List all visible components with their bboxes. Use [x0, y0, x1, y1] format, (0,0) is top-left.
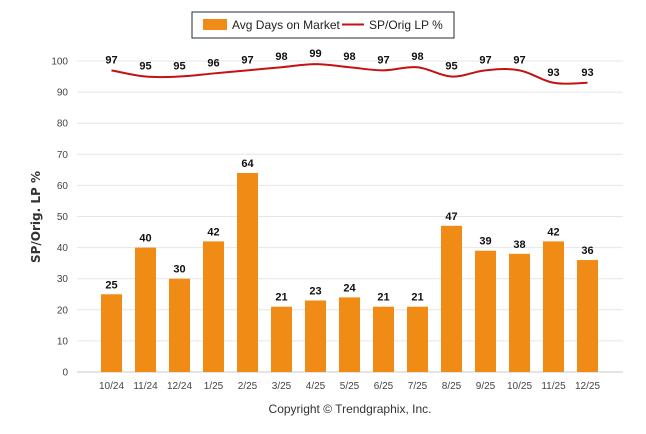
line-value-label: 96 [207, 57, 219, 69]
y-tick-label: 40 [57, 243, 69, 254]
bar [475, 250, 496, 372]
line-value-label: 97 [241, 54, 253, 66]
bar [407, 306, 428, 372]
bar [203, 241, 224, 372]
bar-value-label: 42 [207, 226, 219, 238]
x-tick-label: 7/25 [408, 381, 428, 392]
bar [441, 225, 462, 372]
bar [305, 300, 326, 372]
bar-value-label: 39 [479, 236, 491, 248]
line-value-label: 98 [343, 51, 355, 63]
legend: Avg Days on Market SP/Orig LP % [191, 11, 455, 39]
y-axis-label: SP/Orig. LP % [29, 171, 43, 263]
bar [169, 278, 190, 372]
x-tick-label: 9/25 [476, 381, 496, 392]
bar-value-label: 25 [105, 279, 117, 291]
bar [509, 253, 530, 372]
bar-value-label: 21 [411, 292, 423, 304]
x-tick-label: 12/25 [575, 381, 600, 392]
bar-value-label: 47 [445, 211, 457, 223]
bar [577, 260, 598, 372]
line-value-label: 93 [547, 67, 559, 79]
x-tick-label: 8/25 [442, 381, 462, 392]
bar [543, 241, 564, 372]
line-value-label: 95 [139, 61, 151, 73]
bar-value-label: 21 [377, 292, 389, 304]
bar [237, 172, 258, 372]
line-layer [111, 63, 588, 85]
line-value-label: 95 [445, 61, 457, 73]
bar [271, 306, 292, 372]
legend-bar-label: Avg Days on Market [232, 18, 340, 32]
y-tick-label: 100 [51, 57, 68, 68]
y-tick-label: 70 [57, 150, 69, 161]
line-value-label: 99 [309, 48, 321, 60]
bar-value-label: 24 [343, 282, 356, 294]
bar-value-label: 40 [139, 233, 151, 245]
line-value-label: 95 [173, 61, 185, 73]
x-tick-label: 3/25 [272, 381, 292, 392]
x-tick-label: 4/25 [306, 381, 326, 392]
x-tick-label: 11/24 [133, 381, 158, 392]
bar-value-label: 30 [173, 264, 185, 276]
bar [101, 294, 122, 372]
line-value-label: 97 [513, 54, 525, 66]
bar-value-label: 38 [513, 239, 525, 251]
x-tick-label: 12/24 [167, 381, 192, 392]
bar [373, 306, 394, 372]
line-value-label: 93 [581, 67, 593, 79]
y-tick-label: 50 [57, 212, 69, 223]
bar-value-label: 64 [241, 158, 254, 170]
y-tick-label: 80 [57, 119, 69, 130]
legend-line-label: SP/Orig LP % [369, 18, 443, 32]
bar-value-label: 21 [275, 292, 287, 304]
y-tick-label: 60 [57, 181, 69, 192]
line-value-label: 97 [105, 54, 117, 66]
line-value-label: 97 [377, 54, 389, 66]
y-tick-label: 10 [57, 336, 69, 347]
x-tick-label: 1/25 [204, 381, 224, 392]
legend-box [191, 11, 455, 39]
line-value-label: 98 [411, 51, 423, 63]
x-tick-label: 5/25 [340, 381, 360, 392]
y-tick-label: 90 [57, 88, 69, 99]
bar-value-label: 36 [581, 245, 593, 257]
y-tick-label: 0 [62, 368, 68, 379]
x-tick-label: 10/24 [99, 381, 124, 392]
bar-value-label: 42 [547, 226, 559, 238]
x-tick-label: 6/25 [374, 381, 394, 392]
copyright-text: Copyright © Trendgraphix, Inc. [269, 402, 432, 416]
y-tick-label: 30 [57, 274, 69, 285]
x-tick-label: 11/25 [541, 381, 566, 392]
x-tick-label: 2/25 [238, 381, 258, 392]
line-value-label: 98 [275, 51, 287, 63]
bar [135, 247, 156, 372]
grid-layer: 0 10 20 30 40 50 60 70 80 90 100 10/24 11/24 12/24 1/2… [51, 57, 623, 392]
y-tick-label: 20 [57, 305, 69, 316]
bar-value-label: 23 [309, 285, 321, 297]
legend-bar-swatch [203, 19, 227, 30]
line-value-label: 97 [479, 54, 491, 66]
bar-layer [101, 172, 598, 372]
label-layer: 25 40 30 42 64 21 23 24 21 21 47 39 38 42 36 97 95 95 96 97… [105, 48, 593, 304]
bar [339, 297, 360, 372]
x-tick-label: 10/25 [507, 381, 532, 392]
